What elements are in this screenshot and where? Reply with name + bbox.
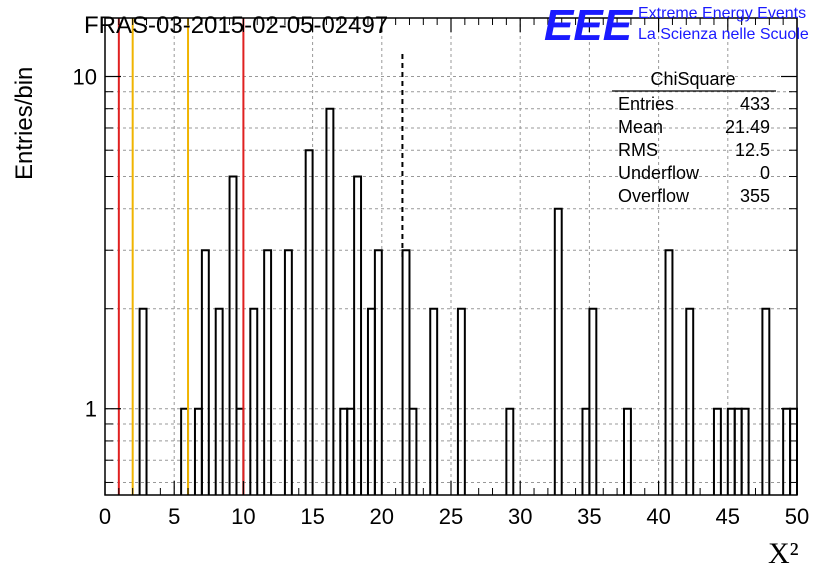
chart-title: FRAS-03-2015-02-05-02497: [84, 12, 388, 39]
stats-row-label: Underflow: [618, 163, 700, 183]
histogram-bar: [325, 107, 335, 495]
stats-row-value: 0: [760, 163, 770, 183]
stats-row-value: 433: [740, 94, 770, 114]
histogram-bar: [401, 249, 411, 495]
x-tick-label: 0: [99, 504, 111, 529]
x-tick-label: 20: [370, 504, 394, 529]
histogram-bars: [138, 107, 798, 495]
x-tick-label: 50: [785, 504, 809, 529]
histogram-bar: [588, 307, 598, 495]
y-axis-ticks: 1 10: [73, 65, 797, 483]
histogram-bar: [138, 307, 148, 495]
x-tick-label: 10: [231, 504, 255, 529]
x-tick-label: 30: [508, 504, 532, 529]
x-tick-label: 15: [300, 504, 324, 529]
histogram-bar: [761, 307, 771, 495]
x-tick-label: 40: [646, 504, 670, 529]
histogram-bar: [740, 407, 750, 495]
stats-row-value: 355: [740, 186, 770, 206]
reference-lines: [117, 18, 404, 495]
histogram-bar: [283, 249, 293, 495]
stats-title: ChiSquare: [650, 69, 735, 89]
x-axis-ticks: 0 5 10 15 20 25 30 35 40 45 50: [99, 18, 809, 529]
histogram-bar: [366, 307, 376, 495]
eee-logo: EEE Extreme Energy Events La Scienza nel…: [544, 1, 809, 50]
histogram-bar: [664, 249, 674, 495]
histogram-bar: [304, 149, 314, 495]
histogram-bar: [553, 207, 563, 495]
histogram-bar: [249, 307, 259, 495]
histogram-bar: [429, 307, 439, 495]
logo-mark: EEE: [544, 1, 634, 50]
stats-row-label: RMS: [618, 140, 658, 160]
stats-row-value: 12.5: [735, 140, 770, 160]
stats-box: ChiSquare Entries 433 Mean 21.49 RMS 12.5 Unde…: [612, 69, 776, 206]
histogram-bar: [712, 407, 722, 495]
stats-row-label: Mean: [618, 117, 663, 137]
stats-row-value: 21.49: [725, 117, 770, 137]
y-axis-title: Entries/bin: [11, 67, 38, 180]
histogram-bar: [408, 407, 418, 495]
y-tick-label: 10: [73, 65, 97, 90]
x-tick-label: 45: [716, 504, 740, 529]
logo-line1: Extreme Energy Events: [638, 5, 806, 22]
histogram-bar: [373, 249, 383, 495]
x-tick-label: 5: [168, 504, 180, 529]
stats-row-label: Entries: [618, 94, 674, 114]
histogram-bar: [456, 307, 466, 495]
x-tick-label: 35: [577, 504, 601, 529]
stats-rows: Entries 433 Mean 21.49 RMS 12.5 Underflow 0 Over…: [618, 94, 770, 206]
histogram-bar: [623, 407, 632, 495]
logo-line2: La Scienza nelle Scuole: [638, 26, 809, 43]
histogram-bar: [685, 307, 695, 495]
y-tick-label: 1: [85, 397, 97, 422]
histogram-bar: [214, 307, 224, 495]
x-tick-label: 25: [439, 504, 463, 529]
x-axis-title: X²: [768, 537, 799, 570]
histogram-bar: [263, 249, 273, 495]
histogram-bar: [353, 175, 363, 495]
histogram-bar: [505, 407, 515, 495]
histogram-bar: [228, 175, 238, 495]
histogram-bar: [200, 249, 210, 495]
stats-row-label: Overflow: [618, 186, 690, 206]
